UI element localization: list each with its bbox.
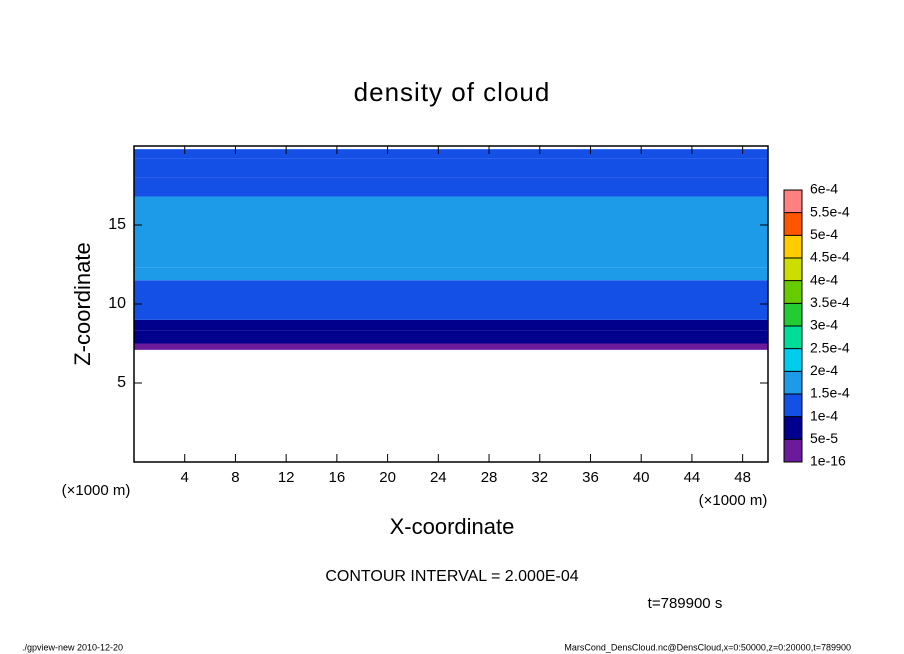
annotation: CONTOUR INTERVAL = 2.000E-04 bbox=[325, 568, 578, 585]
colorbar-label: 1e-4 bbox=[810, 407, 838, 423]
x-unit: (×1000 m) bbox=[62, 482, 131, 499]
chart-title: density of cloud bbox=[354, 77, 551, 107]
contour-band bbox=[134, 319, 768, 331]
x-tick-label: 44 bbox=[684, 469, 701, 486]
colorbar-cell bbox=[784, 258, 802, 281]
colorbar-label: 3e-4 bbox=[810, 317, 838, 333]
colorbar-cell bbox=[784, 348, 802, 372]
colorbar-cell bbox=[784, 303, 802, 326]
colorbar-label: 2e-4 bbox=[810, 362, 838, 378]
contour-band bbox=[134, 267, 768, 281]
colorbar-label: 4.5e-4 bbox=[810, 249, 850, 265]
contour-band bbox=[134, 304, 768, 320]
colorbar-label: 1e-16 bbox=[810, 453, 846, 469]
x-tick-label: 8 bbox=[231, 469, 239, 486]
x-tick-label: 40 bbox=[633, 469, 650, 486]
footer: ./gpview-new 2010-12-20 bbox=[22, 642, 123, 652]
y-tick-label: 5 bbox=[117, 374, 126, 391]
contour-band bbox=[134, 149, 768, 159]
colorbar-cell bbox=[784, 416, 802, 440]
footer: MarsCond_DensCloud.nc@DensCloud,x=0:5000… bbox=[564, 642, 851, 652]
colorbar-label: 3.5e-4 bbox=[810, 294, 850, 310]
colorbar-label: 2.5e-4 bbox=[810, 339, 850, 355]
x-tick-label: 20 bbox=[379, 469, 396, 486]
x-tick-label: 12 bbox=[278, 469, 295, 486]
contour-band bbox=[134, 196, 768, 268]
y-axis-label: Z-coordinate bbox=[70, 242, 95, 366]
x-tick-label: 48 bbox=[734, 469, 751, 486]
colorbar-label: 5e-5 bbox=[810, 430, 838, 446]
colorbar-label: 5.5e-4 bbox=[810, 203, 850, 219]
colorbar-cell bbox=[784, 326, 802, 349]
contour-band bbox=[134, 280, 768, 304]
x-axis-label: X-coordinate bbox=[390, 514, 515, 539]
x-tick-label: 32 bbox=[531, 469, 548, 486]
x-unit: (×1000 m) bbox=[699, 492, 768, 509]
x-tick-label: 28 bbox=[481, 469, 498, 486]
x-tick-label: 36 bbox=[582, 469, 599, 486]
contour-band bbox=[134, 158, 768, 178]
colorbar-cell bbox=[784, 439, 802, 462]
colorbar-cell bbox=[784, 371, 802, 394]
contour-band bbox=[134, 177, 768, 197]
colorbar-cell bbox=[784, 212, 802, 236]
x-tick-label: 4 bbox=[181, 469, 189, 486]
colorbar-label: 6e-4 bbox=[810, 181, 838, 197]
colorbar-cell bbox=[784, 280, 802, 304]
colorbar-cell bbox=[784, 235, 802, 258]
annotation: t=789900 s bbox=[648, 595, 723, 612]
x-tick-label: 24 bbox=[430, 469, 447, 486]
contour-band bbox=[134, 343, 768, 350]
y-tick-label: 10 bbox=[108, 295, 126, 312]
colorbar-cell bbox=[784, 190, 802, 213]
colorbar-cell bbox=[784, 394, 802, 417]
colorbar-label: 1.5e-4 bbox=[810, 385, 850, 401]
contour-band bbox=[134, 330, 768, 344]
y-tick-label: 15 bbox=[108, 216, 126, 233]
colorbar-label: 4e-4 bbox=[810, 271, 838, 287]
colorbar-label: 5e-4 bbox=[810, 226, 838, 242]
x-tick-label: 16 bbox=[329, 469, 346, 486]
